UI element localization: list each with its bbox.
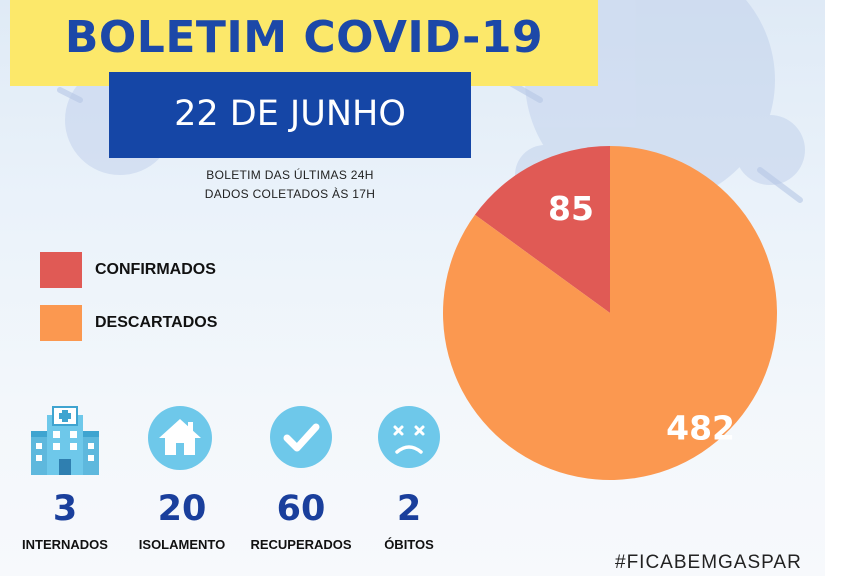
stat-value: 2 xyxy=(396,489,422,529)
legend-swatch-descartados xyxy=(40,305,82,341)
page-title: BOLETIM COVID-19 xyxy=(64,12,544,63)
house-icon xyxy=(148,406,212,470)
stat-label: RECUPERADOS xyxy=(250,537,352,552)
sad-face-icon xyxy=(378,406,440,468)
bulletin-card: BOLETIM COVID-19 22 DE JUNHO BOLETIM DAS… xyxy=(0,0,825,576)
stat-recuperados: 60 RECUPERADOS xyxy=(236,405,366,555)
stat-value: 60 xyxy=(276,489,326,529)
subtitle-line-2: DADOS COLETADOS ÀS 17H xyxy=(204,187,376,201)
stat-label: ISOLAMENTO xyxy=(138,537,226,552)
pie-data-label-confirmados: 85 xyxy=(548,189,594,228)
right-margin xyxy=(825,0,865,576)
title-band: BOLETIM COVID-19 xyxy=(10,0,598,86)
legend-label-descartados: DESCARTADOS xyxy=(95,314,218,331)
hospital-icon xyxy=(31,406,99,475)
pie-slice-descartados xyxy=(443,146,778,480)
stat-value: 20 xyxy=(157,489,207,529)
pie-data-label-descartados: 482 xyxy=(666,409,735,448)
bulletin-date: 22 DE JUNHO xyxy=(174,94,406,134)
stat-internados: 3 INTERNADOS xyxy=(0,405,130,555)
legend-swatch-confirmados xyxy=(40,252,82,288)
subtitle: BOLETIM DAS ÚLTIMAS 24H DADOS COLETADOS … xyxy=(150,166,430,204)
pie-slice-confirmados xyxy=(474,146,610,313)
legend-label-confirmados: CONFIRMADOS xyxy=(95,261,216,278)
check-icon xyxy=(270,406,332,468)
date-banner: 22 DE JUNHO xyxy=(109,72,471,158)
stat-isolamento: 20 ISOLAMENTO xyxy=(117,405,247,555)
stat-label: INTERNADOS xyxy=(22,537,108,552)
hashtag: #FICABEMGASPAR xyxy=(615,552,802,573)
subtitle-line-1: BOLETIM DAS ÚLTIMAS 24H xyxy=(206,168,374,182)
stat-label: ÓBITOS xyxy=(384,537,434,552)
pie-chart: 85 482 xyxy=(443,146,778,480)
stat-obitos: 2 ÓBITOS xyxy=(344,405,474,555)
stat-value: 3 xyxy=(52,489,78,529)
